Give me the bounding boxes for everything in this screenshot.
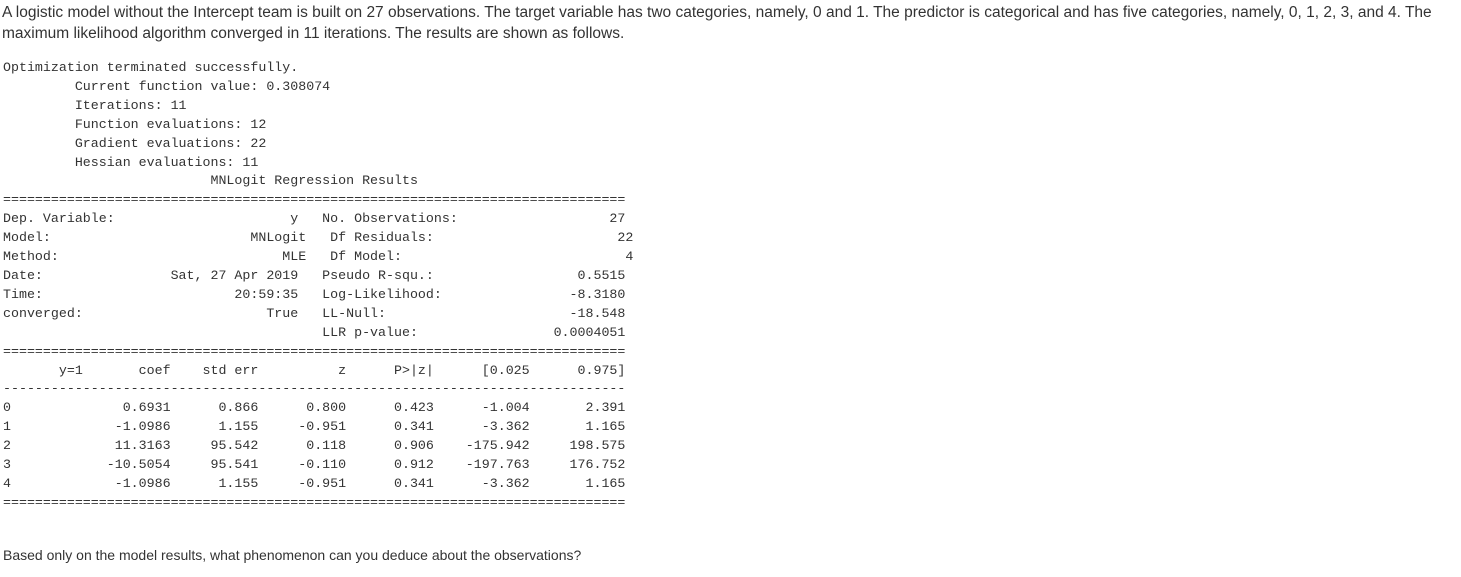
coef-row: 2 11.3163 95.542 0.118 0.906 -175.942 19… xyxy=(3,438,626,454)
optimization-line: Function evaluations: 12 xyxy=(3,116,267,132)
coef-row: 1 -1.0986 1.155 -0.951 0.341 -3.362 1.16… xyxy=(3,419,626,435)
summary-row: Model: MNLogit Df Residuals: 22 xyxy=(3,230,634,246)
summary-row: Date: Sat, 27 Apr 2019 Pseudo R-squ.: 0.… xyxy=(3,267,626,283)
summary-row: Method: MLE Df Model: 4 xyxy=(3,249,634,265)
optimization-line: Hessian evaluations: 11 xyxy=(3,154,259,170)
rule-double: ========================================… xyxy=(3,494,626,510)
rule-double: ========================================… xyxy=(3,192,626,208)
coef-row: 0 0.6931 0.866 0.800 0.423 -1.004 2.391 xyxy=(3,400,626,416)
rule-double: ========================================… xyxy=(3,343,626,359)
model-output: Optimization terminated successfully. Cu… xyxy=(3,59,633,513)
optimization-line: Gradient evaluations: 22 xyxy=(3,135,267,151)
summary-row: Dep. Variable: y No. Observations: 27 xyxy=(3,211,626,227)
coef-row: 3 -10.5054 95.541 -0.110 0.912 -197.763 … xyxy=(3,457,626,473)
summary-row: Time: 20:59:35 Log-Likelihood: -8.3180 xyxy=(3,286,626,302)
coef-row: 4 -1.0986 1.155 -0.951 0.341 -3.362 1.16… xyxy=(3,475,626,491)
summary-row: LLR p-value: 0.0004051 xyxy=(3,324,626,340)
question-text: Based only on the model results, what ph… xyxy=(3,547,582,563)
summary-row: converged: True LL-Null: -18.548 xyxy=(3,305,626,321)
optimization-line: Current function value: 0.308074 xyxy=(3,78,331,94)
optimization-line: Iterations: 11 xyxy=(3,97,187,113)
optimization-header: Optimization terminated successfully. xyxy=(3,60,299,75)
regression-title: MNLogit Regression Results xyxy=(3,173,418,189)
rule-single: ----------------------------------------… xyxy=(3,381,626,397)
intro-paragraph: A logistic model without the Intercept t… xyxy=(2,4,1432,42)
coef-table-header: y=1 coef std err z P>|z| [0.025 0.975] xyxy=(3,362,626,378)
